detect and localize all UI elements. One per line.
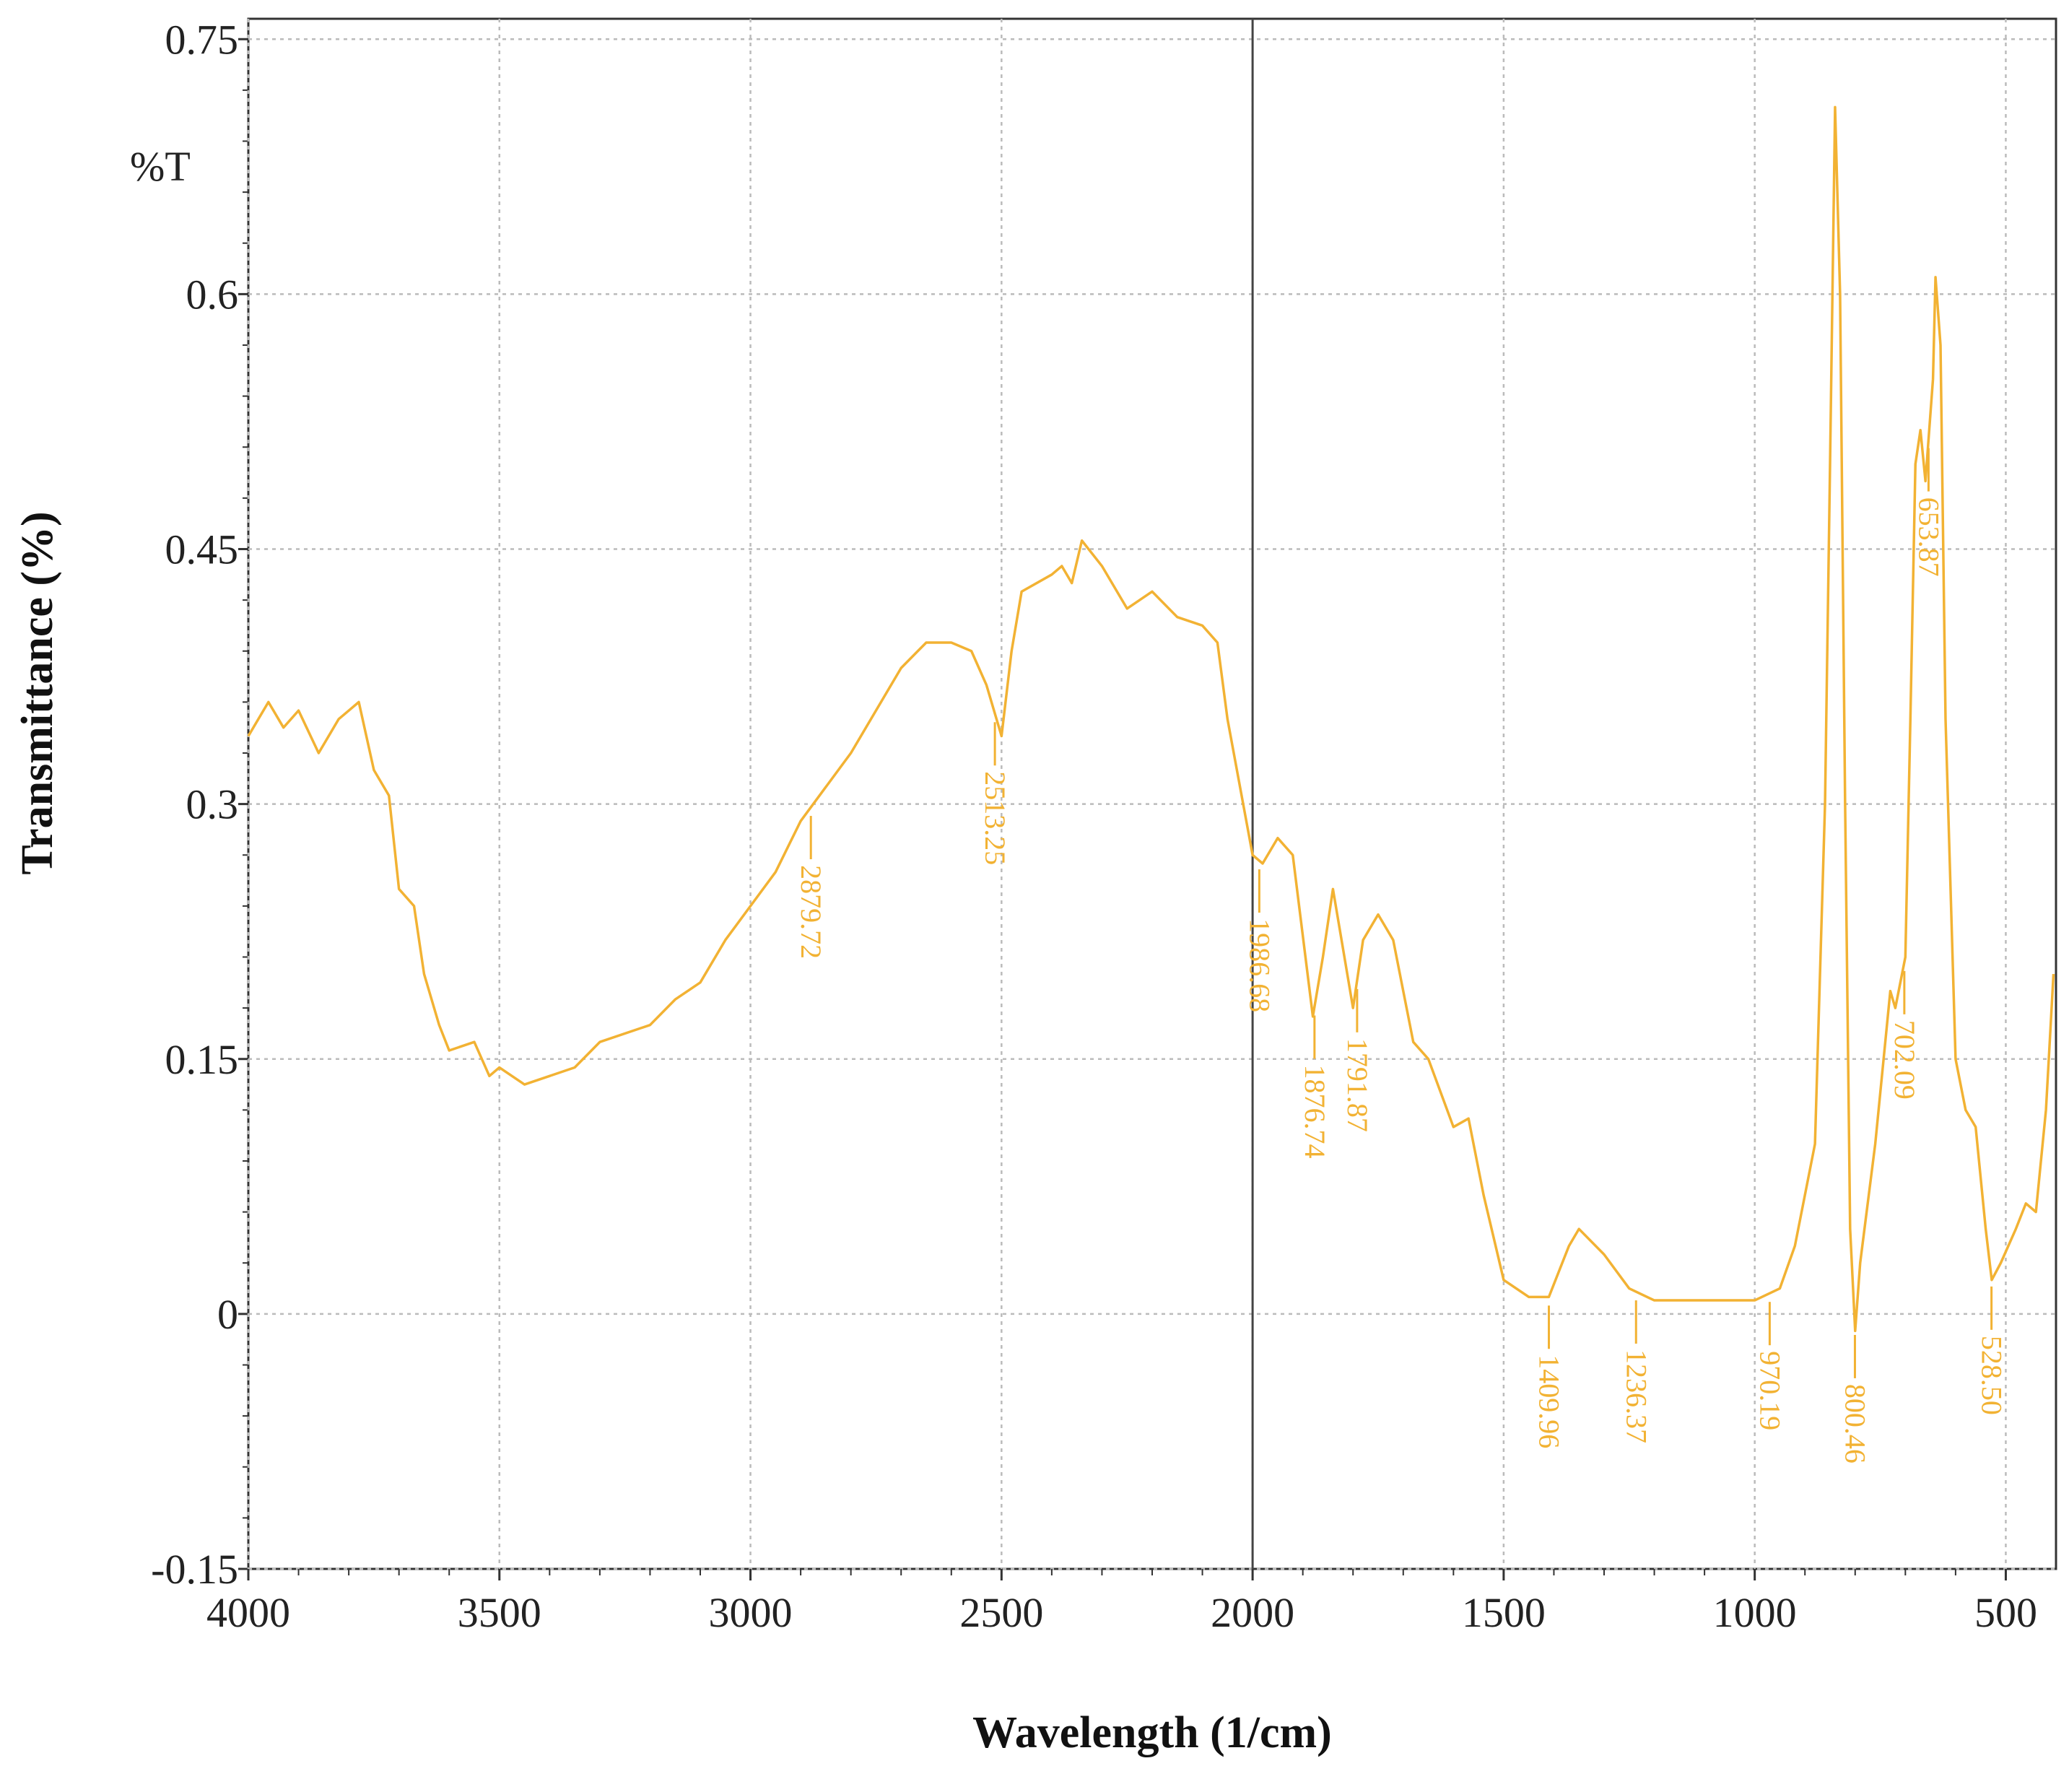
- y-tick-label: 0: [217, 1291, 238, 1338]
- annotation-label: 1236.37: [1620, 1349, 1652, 1443]
- x-tick-label: 4000: [206, 1589, 290, 1636]
- x-tick-label: 1500: [1462, 1589, 1546, 1636]
- y-tick-label: 0.45: [165, 526, 239, 573]
- annotation-label: 653.87: [1912, 497, 1945, 577]
- y-tick-label: -0.15: [151, 1546, 238, 1593]
- annotation-label: 1791.87: [1341, 1038, 1374, 1132]
- units-label: %T: [130, 143, 191, 190]
- x-tick-label: 3000: [709, 1589, 793, 1636]
- y-tick-label: 0.15: [165, 1036, 239, 1083]
- plot-frame: [247, 17, 2057, 1570]
- y-tick-label: 0.6: [186, 271, 239, 318]
- x-tick-label: 1000: [1713, 1589, 1797, 1636]
- y-tick-label: 0.3: [186, 781, 239, 828]
- annotation-label: 528.50: [1976, 1336, 2008, 1415]
- annotation-label: 970.19: [1754, 1351, 1786, 1430]
- annotation-label: 1986.68: [1243, 918, 1276, 1012]
- annotation-label: 1409.96: [1533, 1354, 1566, 1448]
- x-tick-label: 2500: [959, 1589, 1043, 1636]
- y-axis-title: Transmittance (%): [13, 511, 62, 874]
- x-axis-title: Wavelength (1/cm): [972, 1708, 1332, 1757]
- annotation-label: 2513.25: [979, 771, 1011, 865]
- annotation-label: 1876.74: [1299, 1064, 1331, 1158]
- annotation-label: 2879.72: [795, 865, 827, 959]
- spectrum-line: [247, 105, 2055, 1333]
- annotation-label: 702.09: [1889, 1020, 1921, 1100]
- y-tick-label: 0.75: [165, 16, 239, 63]
- x-tick-label: 2000: [1211, 1589, 1294, 1636]
- x-tick-label: 500: [1974, 1589, 2037, 1636]
- x-tick-label: 3500: [458, 1589, 541, 1636]
- annotation-label: 800.46: [1839, 1384, 1871, 1463]
